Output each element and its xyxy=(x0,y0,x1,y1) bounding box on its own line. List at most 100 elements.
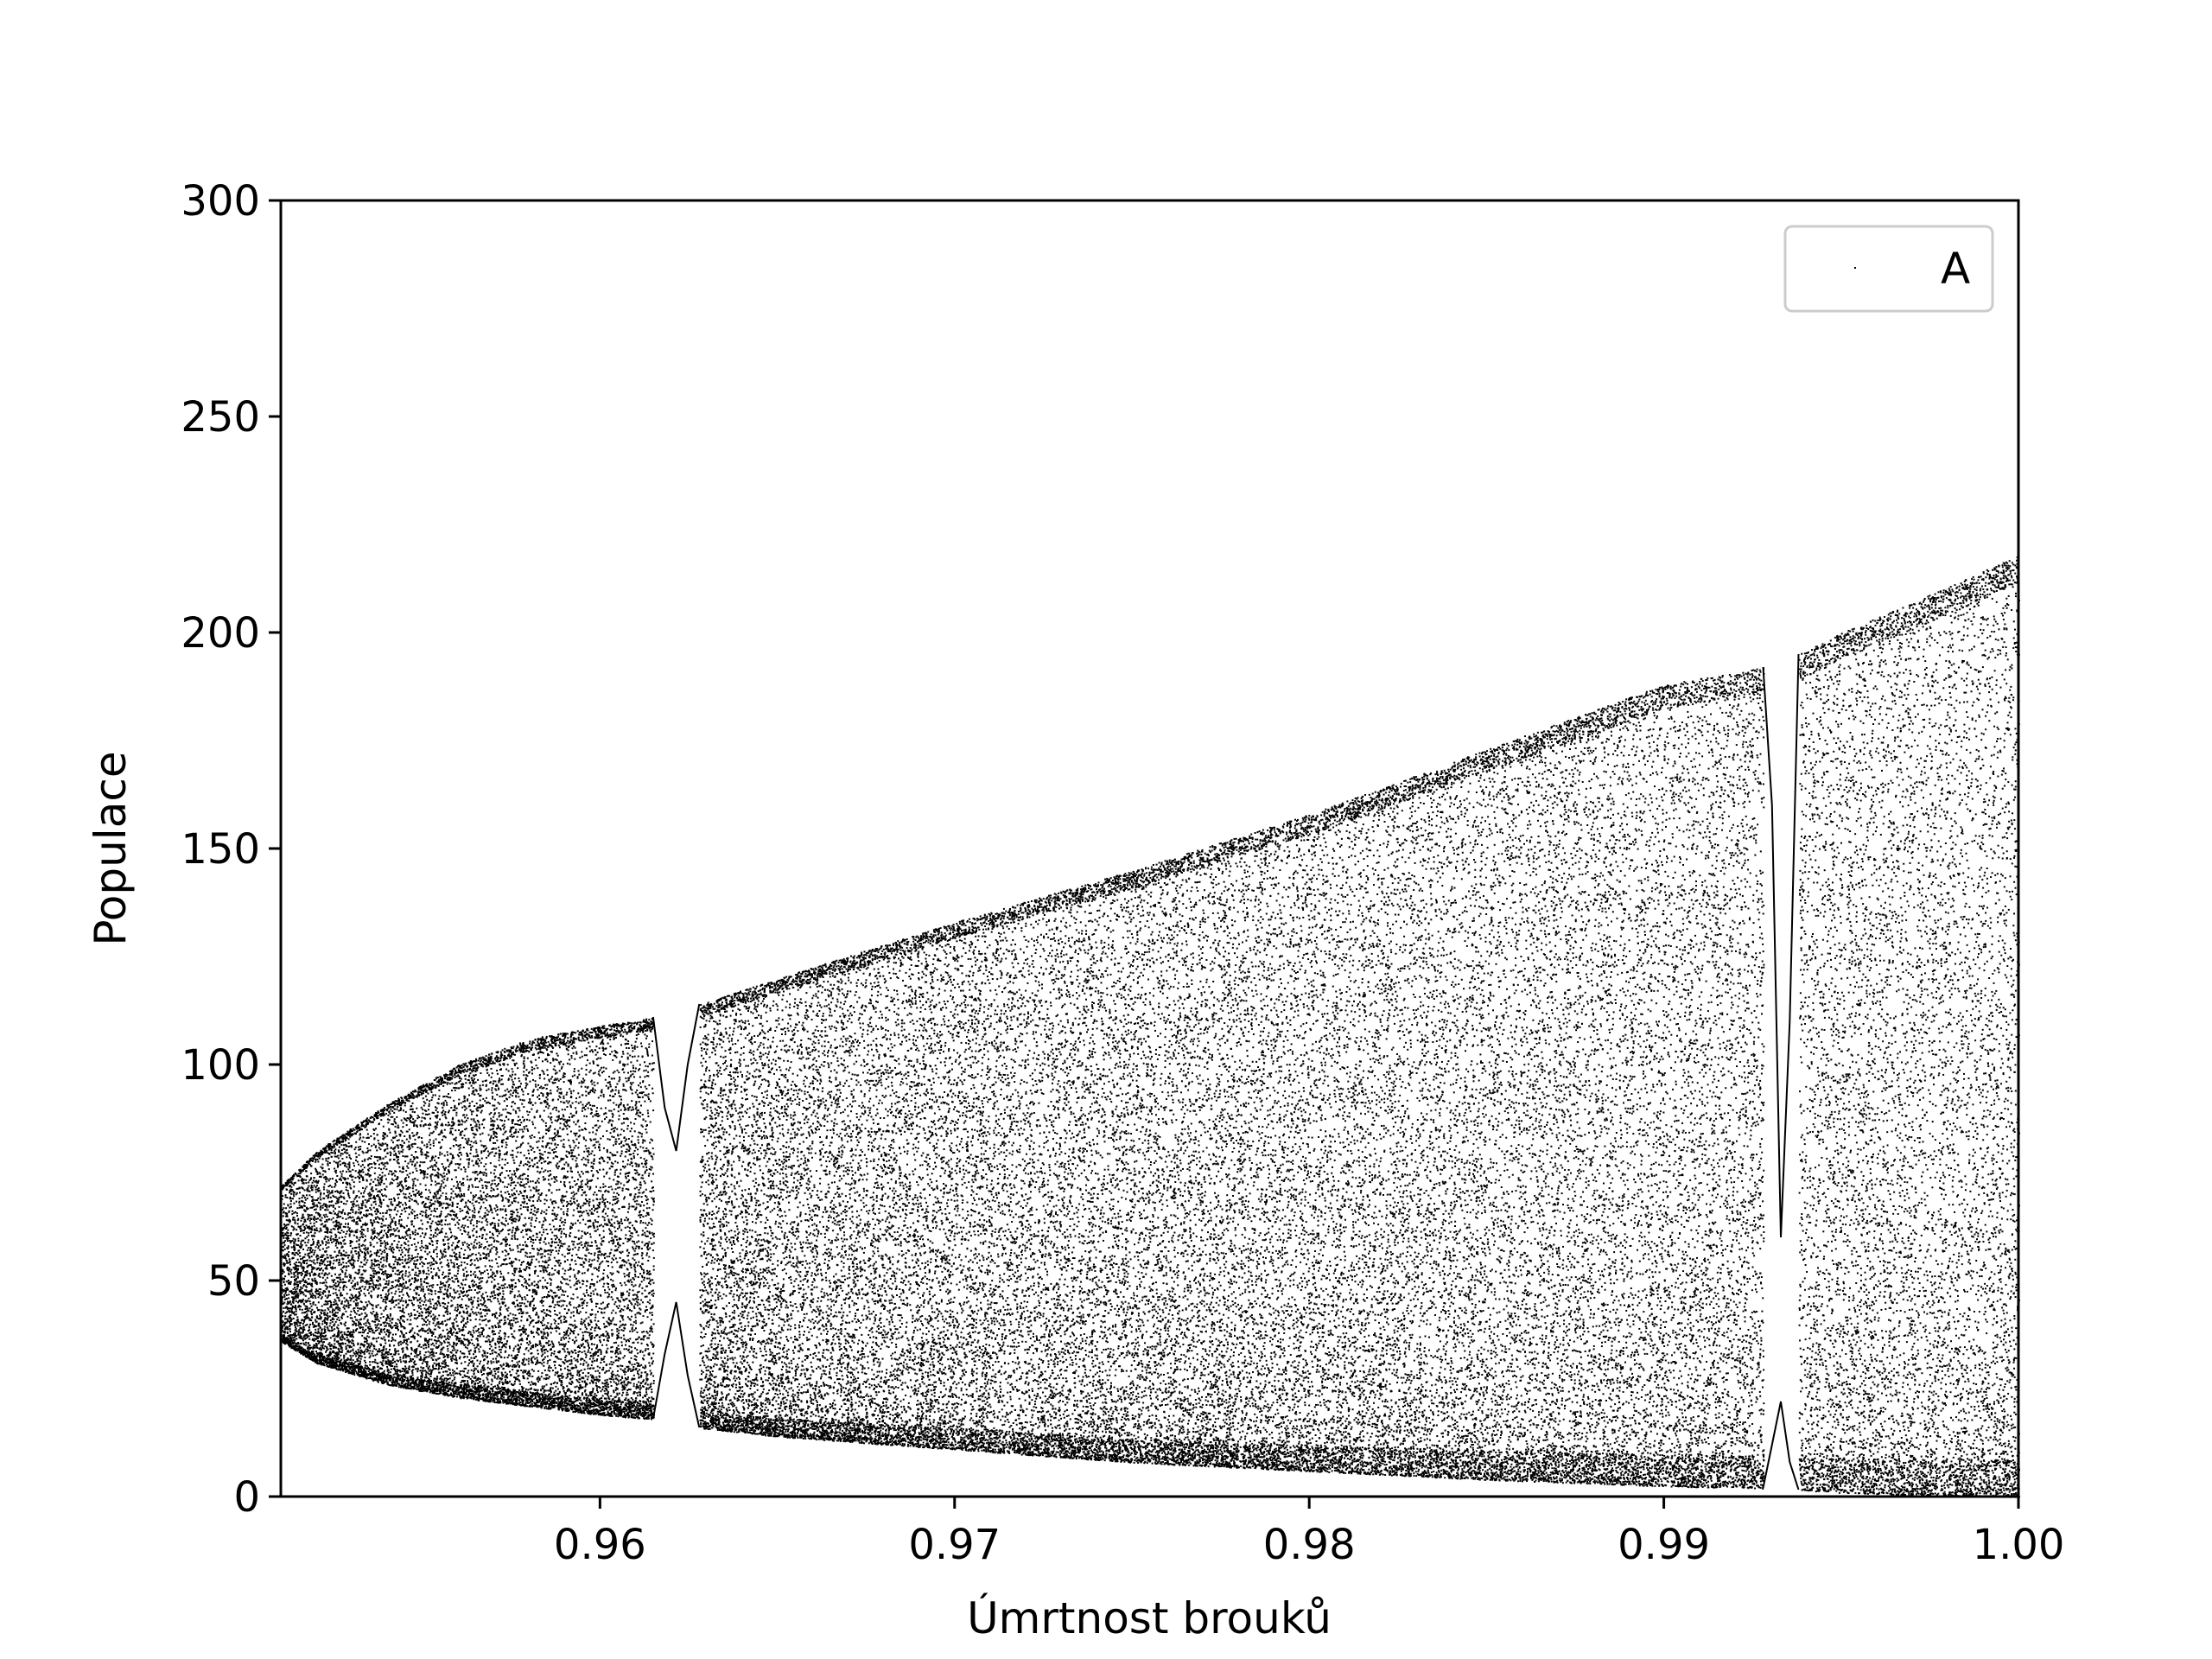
data-point xyxy=(321,1220,322,1222)
data-point xyxy=(1548,1352,1549,1354)
data-point xyxy=(1881,652,1883,653)
data-point xyxy=(1012,1028,1014,1030)
data-point xyxy=(1043,937,1045,938)
data-point xyxy=(938,1210,939,1211)
data-point xyxy=(963,1287,965,1288)
data-point xyxy=(559,1128,561,1129)
data-point xyxy=(722,1057,724,1058)
data-point xyxy=(1959,650,1961,652)
data-point xyxy=(1410,895,1412,897)
data-point xyxy=(1559,1021,1560,1023)
data-point xyxy=(1104,925,1106,927)
data-point xyxy=(1253,1090,1255,1092)
data-point xyxy=(793,1111,795,1113)
data-point xyxy=(1198,988,1199,990)
data-point xyxy=(748,1372,750,1374)
data-point xyxy=(1760,1158,1762,1160)
data-point xyxy=(919,1126,921,1128)
data-point xyxy=(490,1162,492,1164)
data-point xyxy=(545,1194,547,1196)
data-point xyxy=(850,1046,852,1047)
data-point xyxy=(1363,1330,1365,1332)
data-point xyxy=(629,1154,631,1155)
data-point xyxy=(303,1232,305,1234)
data-point xyxy=(1122,1122,1123,1123)
data-point xyxy=(1308,1271,1310,1273)
data-point xyxy=(615,1287,617,1289)
data-point xyxy=(1478,1110,1479,1112)
data-point xyxy=(1236,1171,1238,1173)
data-point xyxy=(1691,999,1693,1001)
data-point xyxy=(1274,1150,1276,1152)
data-point xyxy=(1641,702,1643,703)
data-point xyxy=(1062,1356,1064,1357)
data-point xyxy=(1434,1458,1436,1459)
data-point xyxy=(740,1313,741,1314)
data-point xyxy=(1707,857,1709,859)
data-point xyxy=(1882,891,1884,893)
data-point xyxy=(1746,1376,1748,1377)
data-point xyxy=(1691,899,1693,901)
data-point xyxy=(1963,1289,1965,1291)
data-point xyxy=(1145,1235,1147,1236)
data-point xyxy=(1858,811,1859,813)
data-point xyxy=(575,1254,577,1255)
data-point xyxy=(1244,1419,1246,1421)
data-point xyxy=(1846,1073,1847,1075)
data-point xyxy=(969,1428,970,1430)
data-point xyxy=(1301,1465,1303,1466)
data-point xyxy=(1266,1017,1268,1019)
data-point xyxy=(1302,1358,1304,1360)
data-point xyxy=(1349,1001,1351,1002)
data-point xyxy=(836,1236,837,1238)
data-point xyxy=(1011,1008,1013,1010)
data-point xyxy=(1872,1394,1873,1395)
data-point xyxy=(1982,887,1984,889)
data-point xyxy=(1932,1053,1934,1055)
data-point xyxy=(1214,939,1216,941)
data-point xyxy=(1964,730,1966,732)
data-point xyxy=(1426,957,1427,959)
data-point xyxy=(886,1020,887,1021)
data-point xyxy=(531,1137,532,1139)
data-point xyxy=(899,1147,900,1148)
data-point xyxy=(1053,1448,1055,1450)
data-point xyxy=(1401,1122,1402,1123)
data-point xyxy=(1857,1323,1859,1325)
data-point xyxy=(1809,1309,1811,1311)
data-point xyxy=(874,1287,875,1288)
data-point xyxy=(1907,850,1909,852)
data-point xyxy=(1285,1036,1287,1038)
data-point xyxy=(630,1061,632,1063)
data-point xyxy=(1695,880,1697,882)
data-point xyxy=(1279,927,1281,929)
data-point xyxy=(1578,1052,1580,1053)
data-point xyxy=(1550,1323,1552,1325)
data-point xyxy=(1111,1255,1113,1256)
data-point xyxy=(703,1225,705,1227)
data-point xyxy=(1429,1447,1431,1449)
data-point xyxy=(1491,1268,1493,1270)
data-point xyxy=(944,1065,946,1066)
data-point xyxy=(1573,1341,1575,1343)
data-point xyxy=(1953,899,1955,901)
data-point xyxy=(1548,887,1550,888)
data-point xyxy=(1196,1403,1198,1405)
data-point xyxy=(1193,1209,1195,1211)
data-point xyxy=(1660,1103,1662,1104)
data-point xyxy=(1338,1396,1339,1398)
data-point xyxy=(1150,1405,1152,1407)
data-point xyxy=(1272,1437,1274,1439)
data-point xyxy=(1058,1351,1059,1353)
data-point xyxy=(988,1304,989,1306)
data-point xyxy=(736,1281,738,1282)
data-point xyxy=(1448,899,1450,901)
data-point xyxy=(1037,923,1039,925)
data-point xyxy=(961,1346,963,1348)
data-point xyxy=(1436,815,1438,817)
data-point xyxy=(893,989,895,991)
data-point xyxy=(780,1227,782,1229)
data-point xyxy=(1540,1302,1541,1304)
data-point xyxy=(1660,1465,1662,1466)
data-point xyxy=(1526,767,1528,769)
